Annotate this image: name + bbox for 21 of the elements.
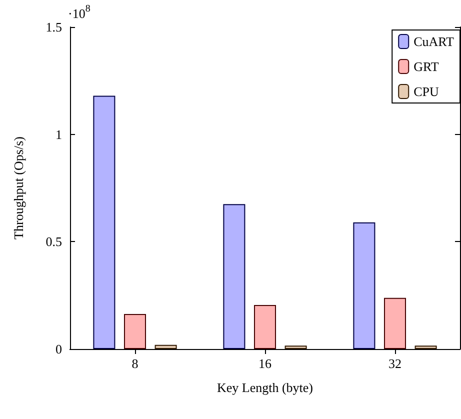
bar (223, 204, 246, 349)
bar (353, 222, 376, 349)
bar (254, 304, 276, 349)
bar (384, 298, 406, 349)
y-tick-label: 0.5 (46, 234, 62, 250)
x-tick-label: 32 (388, 356, 402, 371)
bar (284, 346, 307, 349)
legend-label: CuART (414, 34, 454, 49)
x-tick-label: 16 (258, 356, 272, 371)
y-tick-label: 0 (56, 342, 62, 356)
bar (154, 344, 177, 349)
y-axis-title: Throughput (Ops/s) (11, 136, 26, 240)
x-axis-title: Key Length (byte) (216, 380, 314, 395)
bar (124, 314, 146, 349)
legend-label: CPU (414, 84, 440, 99)
y-tick-label: 1.5 (46, 20, 62, 34)
x-tick-label: 8 (132, 356, 138, 371)
bar (93, 96, 116, 349)
bar (414, 346, 437, 349)
y-tick-label: 1 (56, 126, 62, 142)
legend-label: GRT (414, 59, 439, 74)
